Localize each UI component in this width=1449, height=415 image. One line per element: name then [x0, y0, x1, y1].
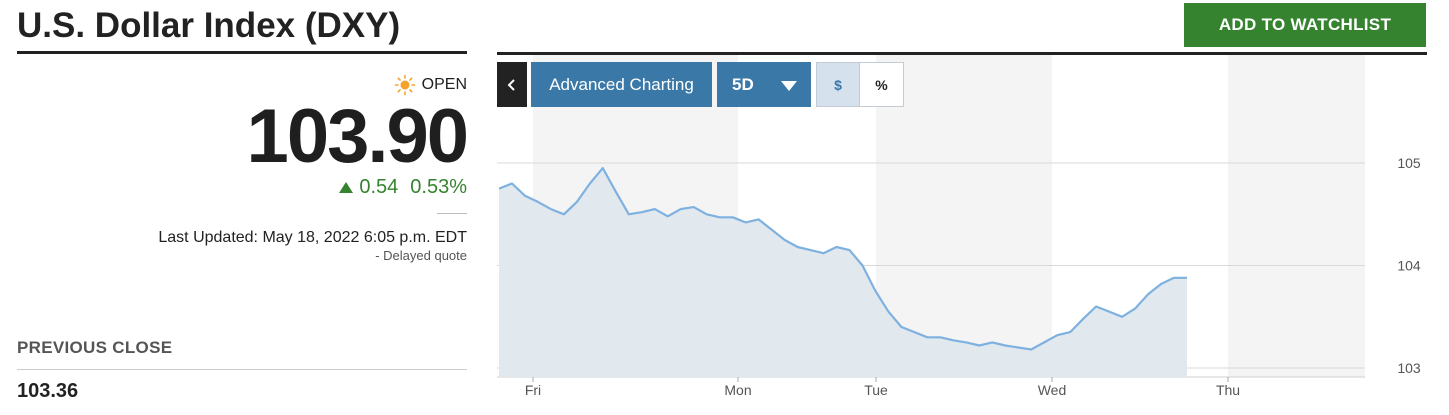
up-arrow-icon: [339, 182, 354, 193]
x-tick-label: Wed: [1038, 382, 1067, 398]
range-dropdown[interactable]: 5D: [717, 62, 811, 107]
y-tick-label: 105: [1397, 155, 1421, 171]
chevron-left-icon: [507, 78, 515, 91]
change-value: 0.54: [359, 176, 399, 198]
sun-icon: [394, 74, 415, 96]
caret-down-icon: [781, 81, 797, 91]
market-status: OPEN: [394, 74, 467, 96]
delayed-quote-note: - Delayed quote: [375, 248, 467, 263]
page-title: U.S. Dollar Index (DXY): [17, 4, 467, 54]
y-tick-label: 103: [1397, 360, 1421, 376]
collapse-button[interactable]: [497, 62, 527, 107]
divider: [437, 213, 467, 214]
x-tick-label: Thu: [1216, 382, 1240, 398]
x-tick-label: Mon: [724, 382, 751, 398]
previous-close-label: PREVIOUS CLOSE: [17, 338, 173, 357]
market-status-label: OPEN: [421, 76, 467, 93]
price-change: 0.54 0.53%: [339, 176, 467, 199]
dollar-toggle[interactable]: $: [816, 62, 860, 107]
change-percent: 0.53%: [410, 176, 467, 198]
percent-toggle[interactable]: %: [859, 62, 904, 107]
x-tick-label: Fri: [525, 382, 541, 398]
add-to-watchlist-button[interactable]: ADD TO WATCHLIST: [1184, 3, 1426, 47]
x-tick-label: Tue: [864, 382, 888, 398]
previous-close-value: 103.36: [17, 380, 79, 402]
day-band: [876, 55, 1052, 377]
current-price: 103.90: [246, 94, 469, 179]
last-updated: Last Updated: May 18, 2022 6:05 p.m. EDT: [158, 229, 467, 246]
y-tick-label: 104: [1397, 258, 1421, 274]
price-chart[interactable]: Fri Mon Tue Wed Thu 105 104 103: [497, 55, 1427, 407]
divider: [17, 369, 467, 370]
chart-line: [498, 167, 1187, 351]
chart-divider: [497, 52, 1427, 55]
day-band: [1228, 55, 1365, 377]
advanced-charting-button[interactable]: Advanced Charting: [531, 62, 712, 107]
range-label: 5D: [732, 74, 754, 94]
chart-area: [499, 168, 1187, 377]
